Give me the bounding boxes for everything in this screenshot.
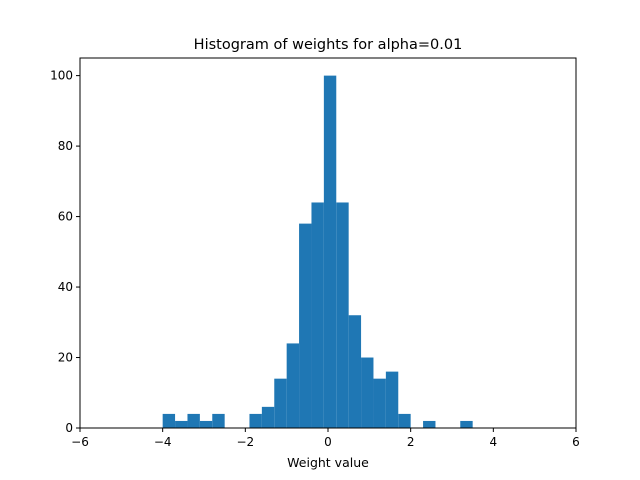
histogram-bar	[398, 413, 411, 428]
bars-layer	[162, 75, 473, 428]
histogram-bar	[162, 413, 176, 428]
histogram-bar	[187, 413, 200, 428]
histogram-bar	[249, 413, 262, 428]
histogram-bar	[348, 315, 362, 428]
histogram-bar	[311, 202, 324, 428]
y-tick-label: 40	[58, 280, 73, 294]
y-tick-label: 60	[58, 210, 73, 224]
histogram-bar	[460, 420, 473, 428]
histogram-bar	[336, 202, 349, 428]
x-tick-label: −4	[154, 435, 172, 449]
histogram-bar	[373, 378, 386, 428]
histogram-bar	[385, 371, 399, 428]
histogram-bar	[286, 343, 300, 428]
x-tick-label: 4	[490, 435, 498, 449]
x-axis-label: Weight value	[287, 455, 369, 470]
histogram-bar	[199, 420, 213, 428]
y-axis: 0 20 40 60 80 100	[50, 69, 80, 435]
y-tick-label: 80	[58, 139, 73, 153]
histogram-bar	[361, 357, 374, 428]
x-axis: −6 −4 −2 0 2 4 6	[71, 428, 580, 449]
chart-title: Histogram of weights for alpha=0.01	[194, 37, 463, 53]
x-tick-label: 6	[572, 435, 580, 449]
histogram-bar	[212, 413, 225, 428]
y-tick-label: 20	[58, 351, 73, 365]
x-tick-label: 2	[407, 435, 415, 449]
histogram-bar	[175, 420, 188, 428]
y-tick-label: 0	[65, 421, 73, 435]
x-tick-label: −2	[236, 435, 254, 449]
histogram-bar	[299, 223, 312, 428]
y-tick-label: 100	[50, 69, 73, 83]
x-tick-label: −6	[71, 435, 89, 449]
x-tick-label: 0	[324, 435, 332, 449]
histogram-bar	[274, 378, 287, 428]
histogram-bar	[323, 75, 337, 428]
histogram-bar	[261, 406, 275, 428]
histogram-bar	[423, 420, 436, 428]
